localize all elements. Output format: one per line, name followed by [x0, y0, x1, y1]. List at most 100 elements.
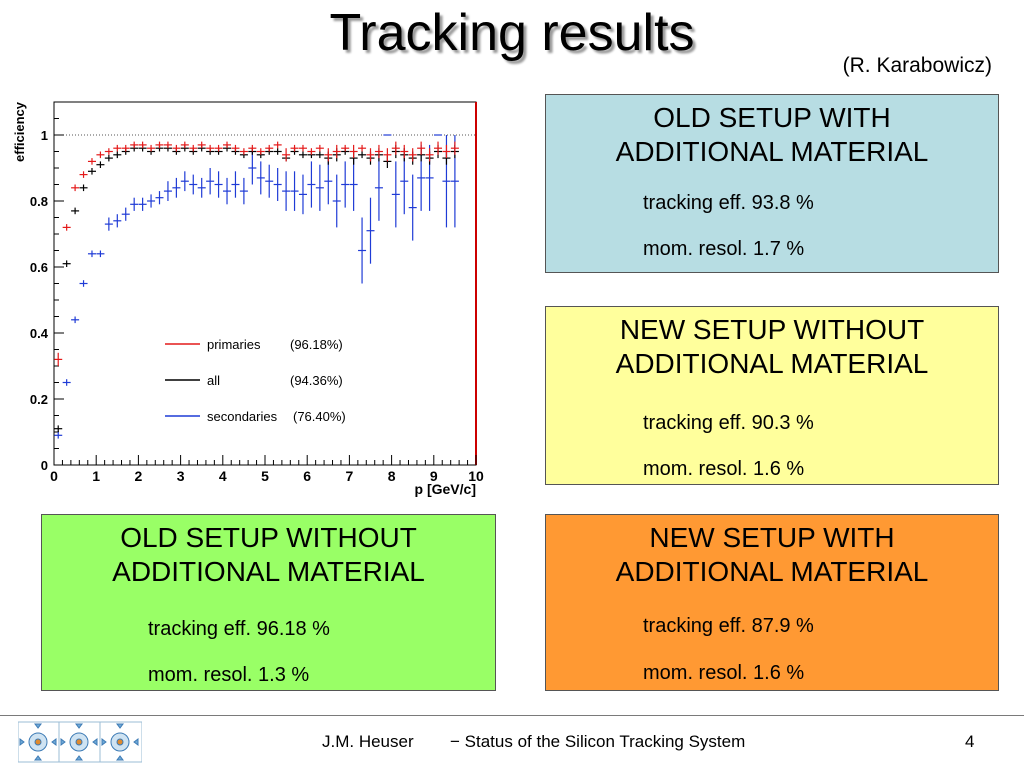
box-heading: NEW SETUP WITHOUT ADDITIONAL MATERIAL — [546, 313, 998, 381]
series-secondaries — [54, 134, 459, 439]
data-point-secondaries — [223, 177, 232, 205]
data-point-primaries — [273, 141, 282, 149]
x-tick-label: 5 — [261, 468, 269, 484]
y-tick-label: 0.6 — [30, 260, 48, 275]
data-point-primaries — [155, 141, 164, 149]
data-point-primaries — [180, 141, 189, 149]
data-point-secondaries — [189, 174, 198, 195]
data-point-primaries — [189, 144, 198, 152]
box-new-setup-with-material: NEW SETUP WITH ADDITIONAL MATERIAL track… — [545, 514, 999, 691]
data-point-secondaries — [391, 161, 400, 228]
box-heading-line1: NEW SETUP WITHOUT — [619, 314, 925, 345]
box-heading: NEW SETUP WITH ADDITIONAL MATERIAL — [546, 521, 998, 589]
data-point-secondaries — [290, 171, 299, 211]
data-point-primaries — [332, 144, 341, 159]
data-point-secondaries — [214, 171, 223, 198]
box-old-setup-without-material: OLD SETUP WITHOUT ADDITIONAL MATERIAL tr… — [41, 514, 496, 691]
data-point-secondaries — [96, 250, 105, 258]
data-point-primaries — [62, 224, 71, 231]
data-point-secondaries — [79, 280, 88, 287]
plot-frame — [53, 101, 477, 466]
data-point-secondaries — [231, 171, 240, 198]
box-heading-line2: ADDITIONAL MATERIAL — [615, 348, 929, 379]
data-point-all — [358, 151, 367, 159]
data-point-primaries — [442, 144, 451, 159]
data-point-primaries — [400, 144, 409, 159]
box-heading-line2: ADDITIONAL MATERIAL — [615, 136, 929, 167]
data-point-secondaries — [172, 177, 181, 198]
y-tick-label: 0.8 — [30, 194, 48, 209]
data-point-secondaries — [408, 174, 417, 241]
data-point-all — [96, 161, 105, 168]
data-point-primaries — [315, 144, 324, 152]
data-point-all — [113, 151, 122, 159]
data-point-secondaries — [374, 154, 383, 221]
box-heading-line1: OLD SETUP WITH — [653, 102, 891, 133]
data-point-secondaries — [358, 217, 367, 284]
legend-label: all — [207, 373, 220, 388]
data-point-primaries — [79, 171, 88, 178]
box-new-setup-without-material: NEW SETUP WITHOUT ADDITIONAL MATERIAL tr… — [545, 306, 999, 485]
data-point-secondaries — [104, 217, 113, 231]
data-point-primaries — [239, 148, 248, 155]
y-tick-label: 0.2 — [30, 392, 48, 407]
box-heading-line2: ADDITIONAL MATERIAL — [112, 556, 425, 587]
data-point-primaries — [298, 144, 307, 152]
tracking-efficiency: tracking eff. 96.18 % — [148, 618, 330, 640]
series-layer — [54, 134, 459, 439]
box-heading-line1: OLD SETUP WITHOUT — [120, 522, 417, 553]
legend-label: secondaries — [207, 409, 278, 424]
y-tick-label: 0.4 — [30, 326, 49, 341]
data-point-primaries — [450, 141, 459, 155]
x-axis-label: p [GeV/c] — [415, 481, 476, 497]
legend-value: (96.18%) — [290, 337, 343, 352]
data-point-secondaries — [239, 177, 248, 205]
momentum-resolution: mom. resol. 1.7 % — [643, 238, 805, 260]
data-point-primaries — [341, 144, 350, 152]
y-axis: 0 0.2 0.4 0.6 0.8 1 — [30, 118, 64, 473]
data-point-secondaries — [332, 174, 341, 228]
data-point-primaries — [206, 144, 215, 152]
legend-item-secondaries: secondaries (76.40%) — [165, 409, 346, 424]
data-point-primaries — [383, 148, 392, 162]
box-heading-line1: NEW SETUP WITH — [649, 522, 895, 553]
data-point-primaries — [408, 148, 417, 162]
data-point-secondaries — [256, 161, 265, 195]
data-point-primaries — [104, 148, 113, 155]
series-primaries — [54, 141, 459, 366]
data-point-secondaries — [130, 197, 139, 211]
data-point-secondaries — [324, 158, 333, 205]
data-point-primaries — [223, 141, 232, 149]
box-heading-line2: ADDITIONAL MATERIAL — [615, 556, 929, 587]
momentum-resolution: mom. resol. 1.3 % — [148, 664, 310, 686]
data-point-all — [298, 151, 307, 159]
data-point-primaries — [54, 352, 63, 366]
data-point-primaries — [282, 148, 291, 162]
y-axis-label: efficiency — [12, 101, 27, 162]
data-point-secondaries — [273, 168, 282, 201]
data-point-secondaries — [197, 177, 206, 198]
data-point-secondaries — [298, 174, 307, 215]
data-point-primaries — [248, 144, 257, 152]
data-point-primaries — [374, 144, 383, 159]
data-point-primaries — [417, 141, 426, 155]
data-point-primaries — [130, 141, 139, 149]
slide-title: Tracking results — [329, 4, 695, 62]
x-tick-label: 3 — [177, 468, 185, 484]
data-point-primaries — [265, 144, 274, 152]
x-tick-label: 0 — [50, 468, 58, 484]
x-tick-label: 4 — [219, 468, 227, 484]
data-point-primaries — [172, 144, 181, 152]
box-old-setup-with-material: OLD SETUP WITH ADDITIONAL MATERIAL track… — [545, 94, 999, 273]
data-point-secondaries — [180, 171, 189, 192]
data-point-primaries — [434, 141, 443, 155]
data-point-secondaries — [206, 168, 215, 195]
data-point-primaries — [147, 144, 156, 152]
box-heading: OLD SETUP WITH ADDITIONAL MATERIAL — [546, 101, 998, 169]
data-point-secondaries — [138, 197, 147, 211]
data-point-primaries — [256, 148, 265, 155]
data-point-all — [315, 151, 324, 159]
data-point-secondaries — [366, 197, 375, 264]
data-point-primaries — [425, 148, 434, 162]
data-point-all — [273, 148, 282, 155]
